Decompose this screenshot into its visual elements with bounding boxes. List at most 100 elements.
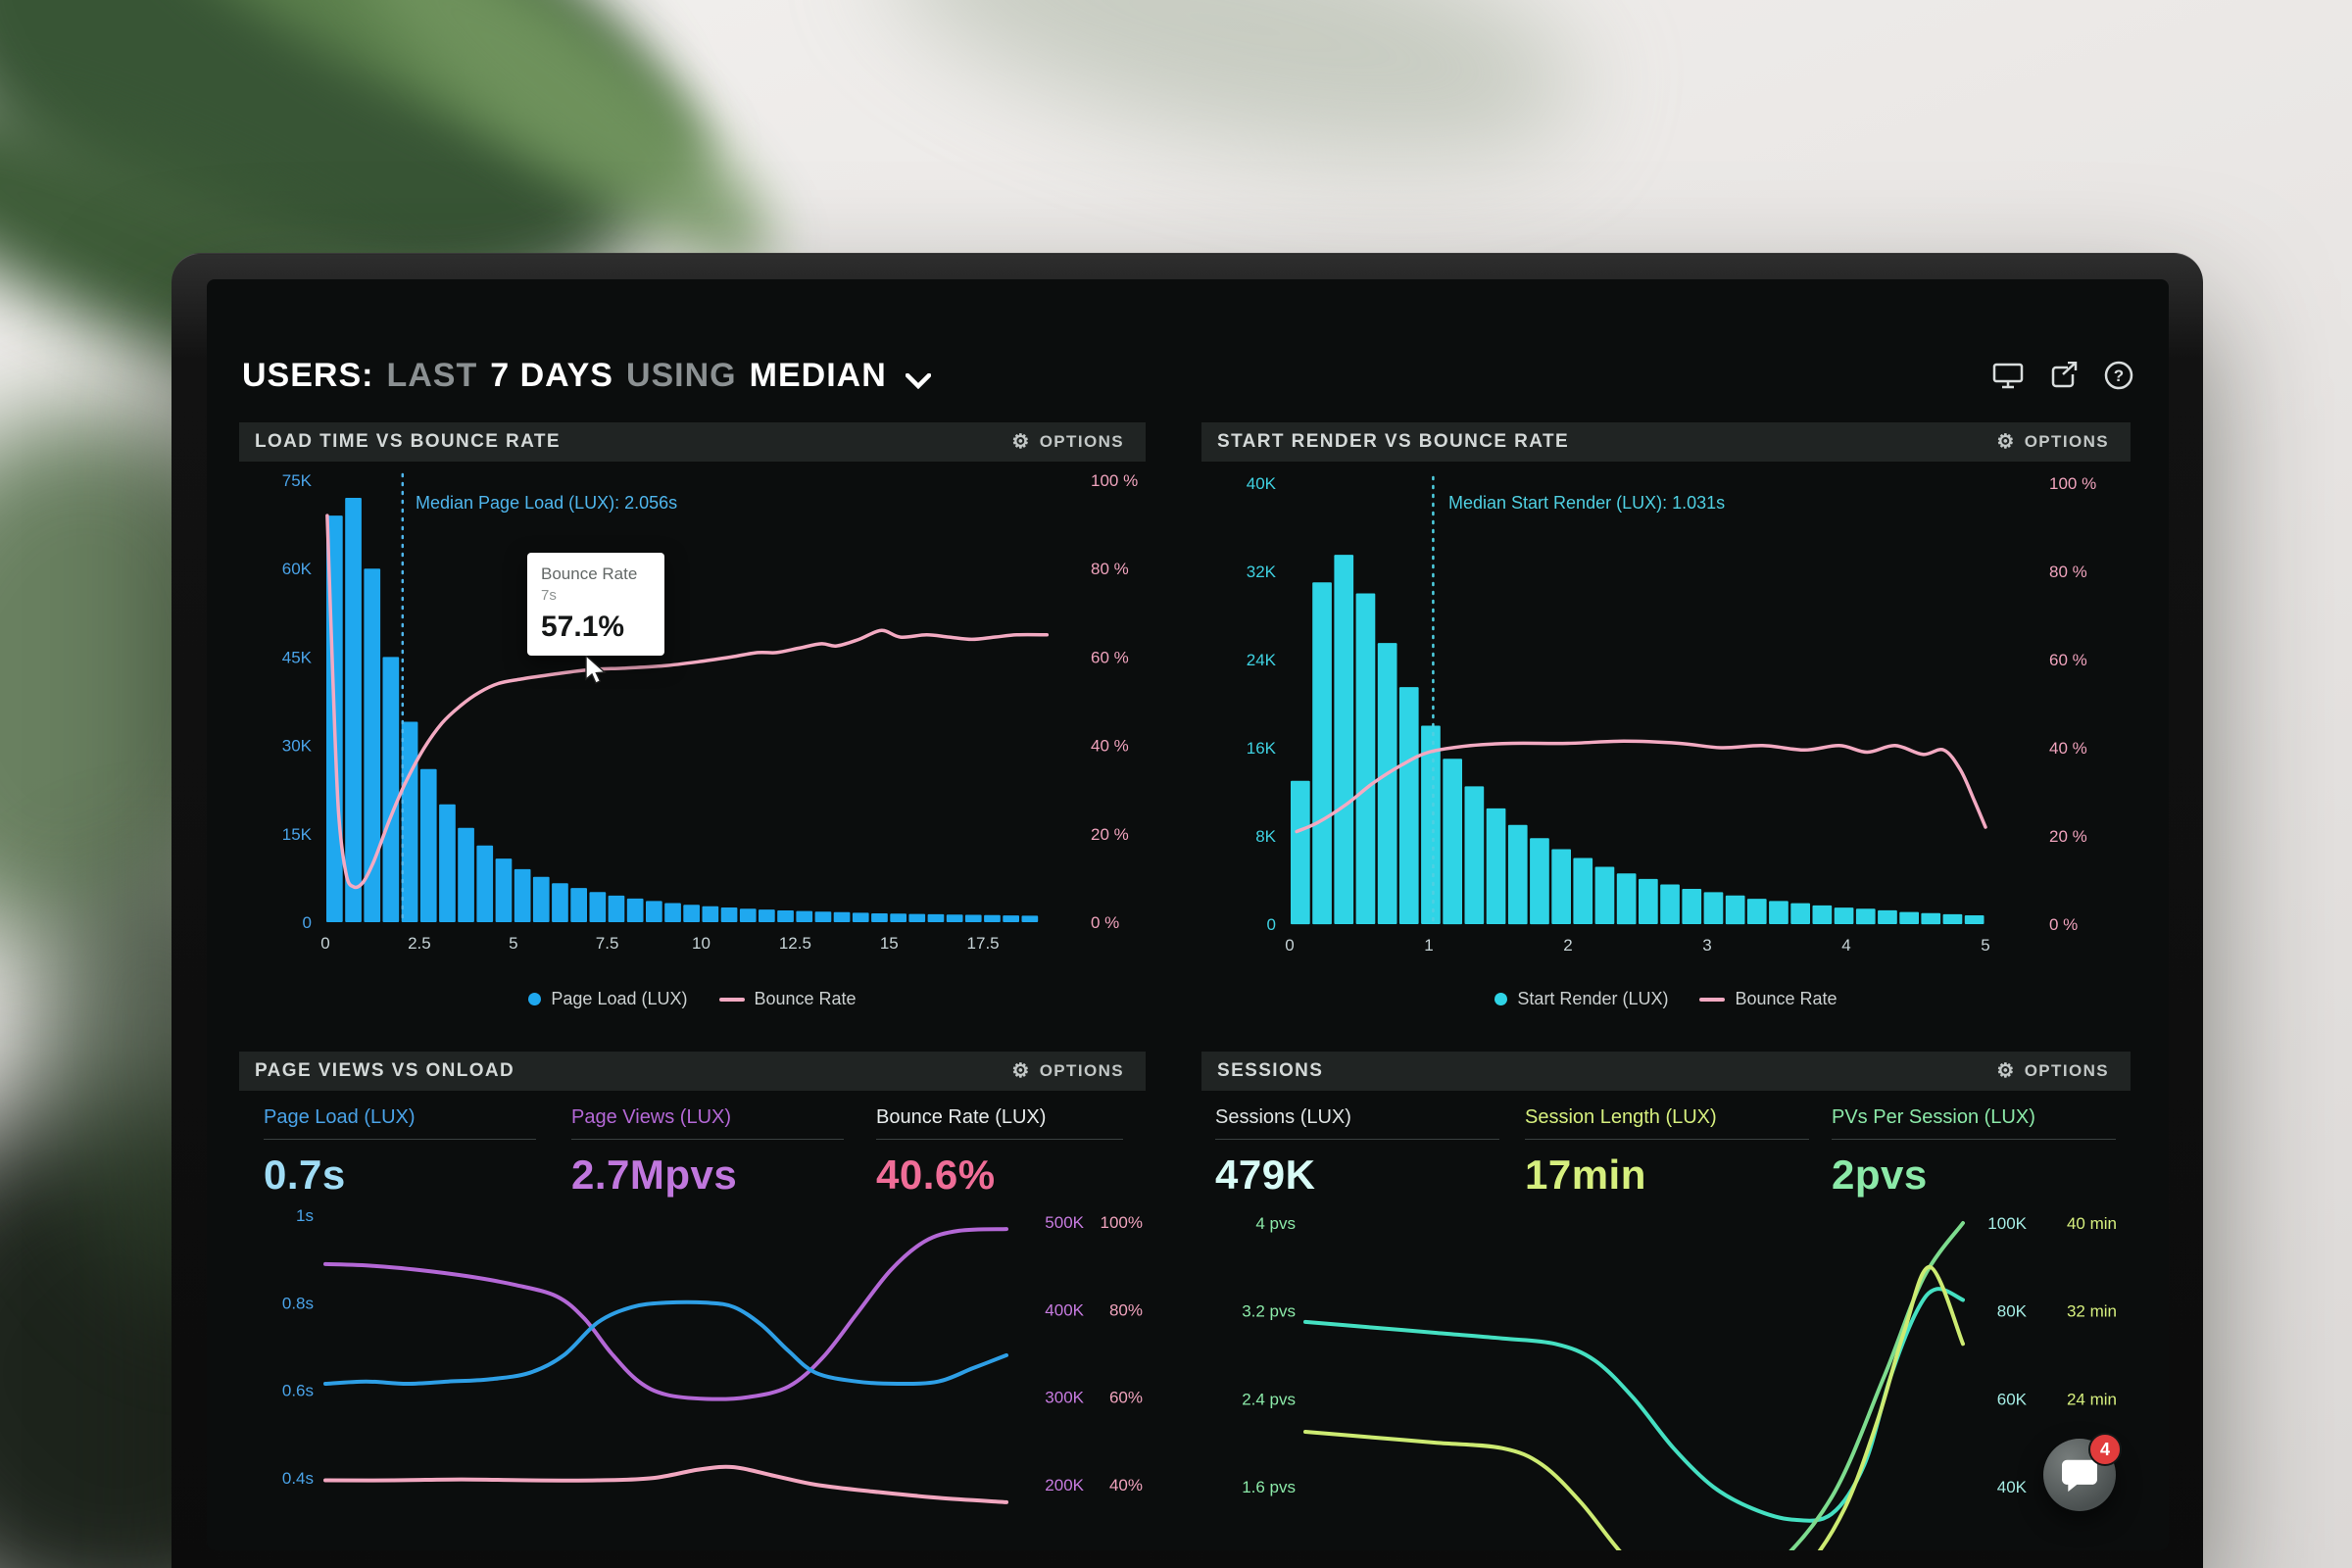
share-button[interactable] <box>2049 362 2079 389</box>
svg-text:20 %: 20 % <box>2049 827 2087 846</box>
help-button[interactable]: ? <box>2104 361 2133 390</box>
svg-text:75K: 75K <box>282 471 313 490</box>
svg-text:0.6s: 0.6s <box>282 1382 314 1400</box>
panel-header: START RENDER VS BOUNCE RATE ⚙ OPTIONS <box>1201 422 2131 462</box>
svg-text:32 min: 32 min <box>2067 1302 2117 1321</box>
chevron-down-icon <box>905 360 931 398</box>
svg-text:40 min: 40 min <box>2067 1214 2117 1233</box>
options-label: OPTIONS <box>1039 432 1124 451</box>
svg-text:60%: 60% <box>1109 1389 1143 1407</box>
legend-dot <box>528 993 542 1005</box>
svg-text:3.2 pvs: 3.2 pvs <box>1242 1302 1296 1321</box>
sessions-chart[interactable]: 4 pvs 3.2 pvs 2.4 pvs 1.6 pvs 100K 40 min 80K 3… <box>1201 1052 2131 1550</box>
title-segment: USERS: <box>242 356 374 394</box>
chat-bubble-icon <box>2062 1459 2097 1493</box>
svg-text:40 %: 40 % <box>2049 739 2087 758</box>
svg-text:80K: 80K <box>1997 1302 2028 1321</box>
svg-text:0 %: 0 % <box>2049 915 2078 934</box>
chart-tooltip: Bounce Rate 7s 57.1% <box>527 553 664 656</box>
legend-item: Page Load (LUX) <box>528 989 688 1009</box>
svg-text:80 %: 80 % <box>2049 563 2087 581</box>
chart-legend: Start Render (LUX) Bounce Rate <box>1201 989 2131 1009</box>
stats-row: Page Load (LUX) 0.7s Page Views (LUX) 2.… <box>239 1099 1146 1236</box>
options-label: OPTIONS <box>1039 1061 1124 1080</box>
svg-text:5: 5 <box>1981 936 1989 955</box>
svg-text:20 %: 20 % <box>1091 825 1129 844</box>
options-label: OPTIONS <box>2024 432 2109 451</box>
svg-text:2: 2 <box>1563 936 1572 955</box>
start-render-chart[interactable]: 40K 32K 24K 16K 8K 0 100 % 80 % 60 % 40 % 20 % 0 % 0… <box>1201 422 2131 1026</box>
svg-text:80 %: 80 % <box>1091 560 1129 578</box>
legend-label: Bounce Rate <box>1735 989 1838 1008</box>
gear-icon: ⚙ <box>1011 1060 1031 1082</box>
display-button[interactable] <box>1992 362 2024 389</box>
stat-label: Page Views (LUX) <box>571 1106 844 1140</box>
stat-pvs-per-session: PVs Per Session (LUX) 2pvs <box>1832 1106 2116 1199</box>
gear-icon: ⚙ <box>1996 431 2016 453</box>
chat-launcher[interactable]: 4 <box>2043 1433 2122 1511</box>
svg-text:3: 3 <box>1702 936 1711 955</box>
dashboard-topbar: USERS: LAST 7 DAYS USING MEDIAN <box>242 344 2133 407</box>
svg-text:32K: 32K <box>1247 563 1277 581</box>
options-button[interactable]: ⚙ OPTIONS <box>1990 431 2115 453</box>
svg-text:100K: 100K <box>1987 1214 2027 1233</box>
stat-label: Bounce Rate (LUX) <box>876 1106 1123 1140</box>
users-timeframe-dropdown[interactable]: USERS: LAST 7 DAYS USING MEDIAN <box>242 354 931 398</box>
median-annotation: Median Page Load (LUX): 2.056s <box>416 493 678 513</box>
stats-row: Sessions (LUX) 479K Session Length (LUX)… <box>1201 1099 2131 1236</box>
svg-text:1: 1 <box>1424 936 1433 955</box>
panel-page-views: PAGE VIEWS VS ONLOAD ⚙ OPTIONS Page Load… <box>239 1052 1146 1550</box>
legend-item: Bounce Rate <box>718 989 857 1009</box>
svg-text:?: ? <box>2114 367 2124 385</box>
svg-text:80%: 80% <box>1109 1300 1143 1319</box>
panel-title: SESSIONS <box>1217 1060 1324 1081</box>
legend-item: Bounce Rate <box>1699 989 1838 1009</box>
share-icon <box>2051 362 2078 388</box>
topbar-icons: ? <box>1992 361 2133 390</box>
svg-text:24K: 24K <box>1247 651 1277 669</box>
svg-text:12.5: 12.5 <box>779 934 811 953</box>
options-button[interactable]: ⚙ OPTIONS <box>1005 1060 1130 1082</box>
svg-text:1s: 1s <box>296 1206 314 1225</box>
gear-icon: ⚙ <box>1996 1060 2016 1082</box>
panel-title: PAGE VIEWS VS ONLOAD <box>255 1060 515 1081</box>
svg-text:60K: 60K <box>1997 1390 2028 1408</box>
svg-text:7.5: 7.5 <box>596 934 619 953</box>
dashboard-screen: USERS: LAST 7 DAYS USING MEDIAN <box>207 279 2169 1550</box>
mouse-cursor-icon <box>584 654 610 690</box>
svg-text:4: 4 <box>1841 936 1850 955</box>
svg-text:40K: 40K <box>1997 1478 2028 1496</box>
svg-text:16K: 16K <box>1247 739 1277 758</box>
svg-text:17.5: 17.5 <box>967 934 1000 953</box>
title-segment: MEDIAN <box>749 356 887 394</box>
stat-bounce-rate: Bounce Rate (LUX) 40.6% <box>876 1106 1123 1199</box>
panel-sessions: SESSIONS ⚙ OPTIONS Sessions (LUX) 479K S… <box>1201 1052 2131 1550</box>
options-label: OPTIONS <box>2024 1061 2109 1080</box>
stat-label: Session Length (LUX) <box>1525 1106 1809 1140</box>
stat-value: 40.6% <box>876 1152 996 1198</box>
svg-text:0: 0 <box>303 913 312 932</box>
svg-text:2.4 pvs: 2.4 pvs <box>1242 1390 1296 1408</box>
panel-title: LOAD TIME VS BOUNCE RATE <box>255 431 561 452</box>
options-button[interactable]: ⚙ OPTIONS <box>1990 1060 2115 1082</box>
title-segment: 7 DAYS <box>490 356 613 394</box>
svg-text:0: 0 <box>1267 915 1276 934</box>
legend-label: Start Render (LUX) <box>1517 989 1669 1008</box>
svg-text:100%: 100% <box>1101 1213 1143 1232</box>
page-views-chart[interactable]: 1s 0.8s 0.6s 0.4s 500K 100% 400K 80% 300K 60% 200K… <box>239 1052 1146 1550</box>
svg-text:15: 15 <box>880 934 899 953</box>
legend-label: Bounce Rate <box>754 989 857 1008</box>
legend-item: Start Render (LUX) <box>1494 989 1668 1009</box>
svg-text:500K: 500K <box>1045 1213 1084 1232</box>
panel-load-time: LOAD TIME VS BOUNCE RATE ⚙ OPTIONS 75K 60… <box>239 422 1146 1026</box>
stat-value: 2pvs <box>1832 1152 1928 1198</box>
svg-text:40%: 40% <box>1109 1476 1143 1494</box>
svg-text:60K: 60K <box>282 560 313 578</box>
title-segment: LAST <box>386 356 478 394</box>
stat-sessions: Sessions (LUX) 479K <box>1215 1106 1499 1199</box>
load-time-chart[interactable]: 75K 60K 45K 30K 15K 0 100 % 80 % 60 % 40 % 20 % 0 %… <box>239 422 1146 1026</box>
svg-text:4 pvs: 4 pvs <box>1255 1214 1296 1233</box>
stat-label: Page Load (LUX) <box>264 1106 536 1140</box>
tooltip-sub: 7s <box>541 587 557 604</box>
options-button[interactable]: ⚙ OPTIONS <box>1005 431 1130 453</box>
